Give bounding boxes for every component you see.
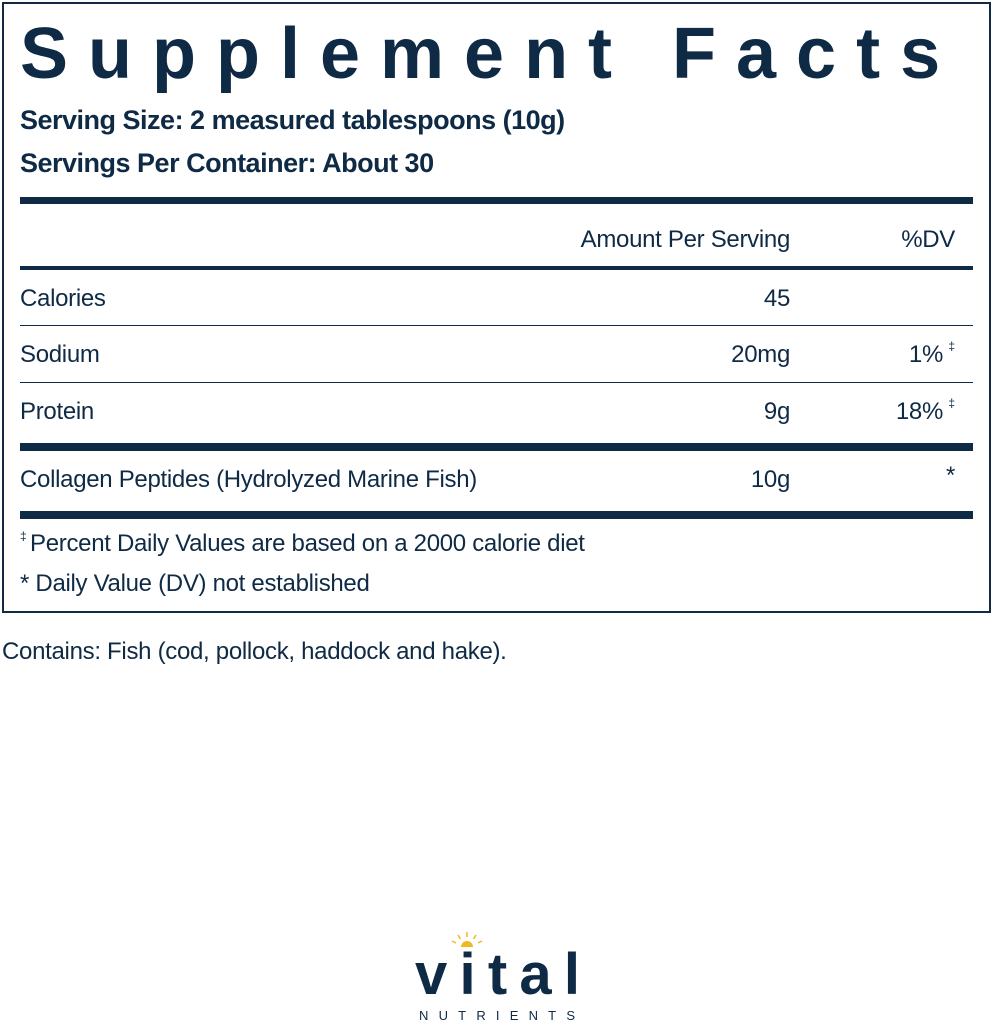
row-name: Collagen Peptides (Hydrolyzed Marine Fis… bbox=[20, 466, 477, 493]
row-dv: 18% bbox=[895, 398, 943, 425]
row-amount: 10g bbox=[750, 466, 790, 493]
row-name: Sodium bbox=[20, 341, 100, 368]
footnote-mark: ‡ bbox=[948, 396, 955, 410]
thin-divider bbox=[20, 325, 973, 326]
footnote-2: * Daily Value (DV) not established bbox=[20, 570, 370, 597]
svg-text:NUTRIENTS: NUTRIENTS bbox=[419, 1008, 579, 1022]
row-name: Calories bbox=[20, 285, 106, 312]
header-amount: Amount Per Serving bbox=[580, 226, 791, 253]
panel-title: Supplement Facts bbox=[20, 14, 961, 94]
header-dv: %DV bbox=[901, 226, 955, 253]
row-dv: * bbox=[945, 462, 955, 489]
divider bbox=[20, 266, 973, 270]
row-dv: 1% bbox=[908, 341, 943, 368]
thin-divider bbox=[20, 382, 973, 383]
thick-divider bbox=[20, 511, 973, 519]
footnote-mark: ‡ bbox=[948, 339, 955, 353]
row-amount: 45 bbox=[763, 285, 790, 312]
servings-per-container: Servings Per Container: About 30 bbox=[20, 148, 434, 178]
vital-nutrients-logo: vital NUTRIENTS bbox=[415, 932, 580, 1022]
supplement-facts-panel bbox=[2, 2, 991, 613]
footnote-mark: ‡ bbox=[20, 529, 27, 543]
sun-icon bbox=[451, 932, 483, 947]
thick-divider bbox=[20, 443, 973, 451]
thick-divider bbox=[20, 197, 973, 204]
row-amount: 20mg bbox=[731, 341, 790, 368]
svg-text:vital: vital bbox=[415, 942, 580, 1007]
serving-size: Serving Size: 2 measured tablespoons (10… bbox=[20, 105, 565, 135]
footnote-1: Percent Daily Values are based on a 2000… bbox=[30, 530, 585, 557]
row-amount: 9g bbox=[763, 398, 790, 425]
row-name: Protein bbox=[20, 398, 94, 425]
allergen-statement: Contains: Fish (cod, pollock, haddock an… bbox=[2, 638, 507, 665]
